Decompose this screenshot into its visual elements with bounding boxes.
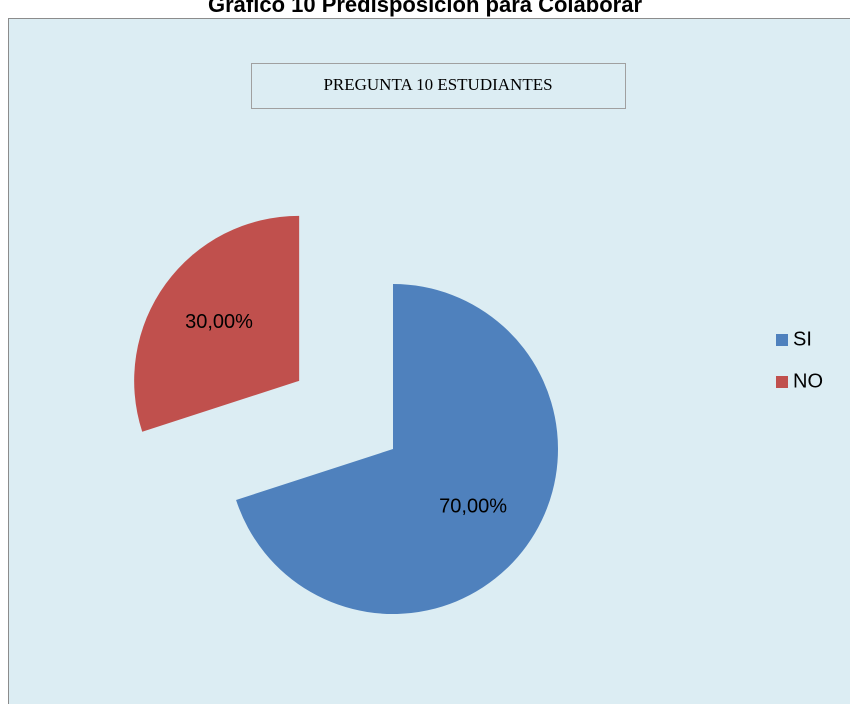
legend-swatch [776,376,788,388]
legend-swatch [776,334,788,346]
chart-subtitle: PREGUNTA 10 ESTUDIANTES [323,75,552,94]
data-label: 30,00% [185,311,253,333]
chart-title: Gráfico 10 Predisposición para Colaborar [208,0,642,17]
legend-label: SI [793,328,812,350]
data-label: 70,00% [439,495,507,517]
legend-label: NO [793,370,823,392]
